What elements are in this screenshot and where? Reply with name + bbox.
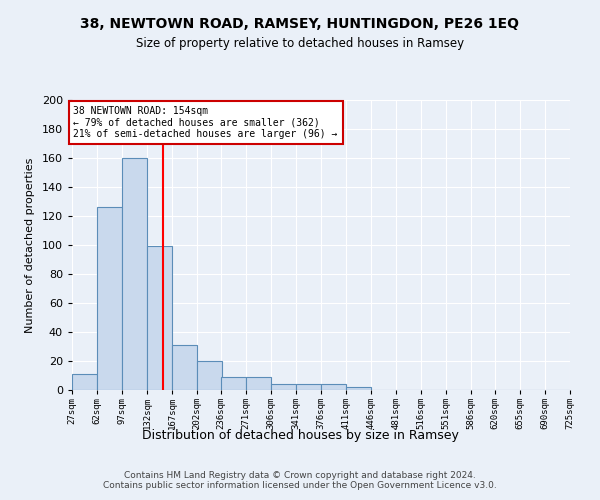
Text: Contains HM Land Registry data © Crown copyright and database right 2024.
Contai: Contains HM Land Registry data © Crown c… (103, 470, 497, 490)
Bar (296, 384, 321, 390)
Bar (271, 384, 296, 390)
Bar (72, 374, 97, 390)
Bar (122, 158, 147, 390)
Bar (147, 246, 172, 390)
Text: Size of property relative to detached houses in Ramsey: Size of property relative to detached ho… (136, 38, 464, 51)
Bar (221, 377, 246, 390)
Text: 38, NEWTOWN ROAD, RAMSEY, HUNTINGDON, PE26 1EQ: 38, NEWTOWN ROAD, RAMSEY, HUNTINGDON, PE… (80, 18, 520, 32)
Bar (246, 377, 271, 390)
Bar (346, 387, 371, 390)
Bar (97, 208, 122, 390)
Bar (172, 345, 197, 390)
Text: Distribution of detached houses by size in Ramsey: Distribution of detached houses by size … (142, 428, 458, 442)
Text: 38 NEWTOWN ROAD: 154sqm
← 79% of detached houses are smaller (362)
21% of semi-d: 38 NEWTOWN ROAD: 154sqm ← 79% of detache… (73, 106, 338, 139)
Bar (321, 384, 346, 390)
Bar (197, 361, 222, 390)
Y-axis label: Number of detached properties: Number of detached properties (25, 158, 35, 332)
